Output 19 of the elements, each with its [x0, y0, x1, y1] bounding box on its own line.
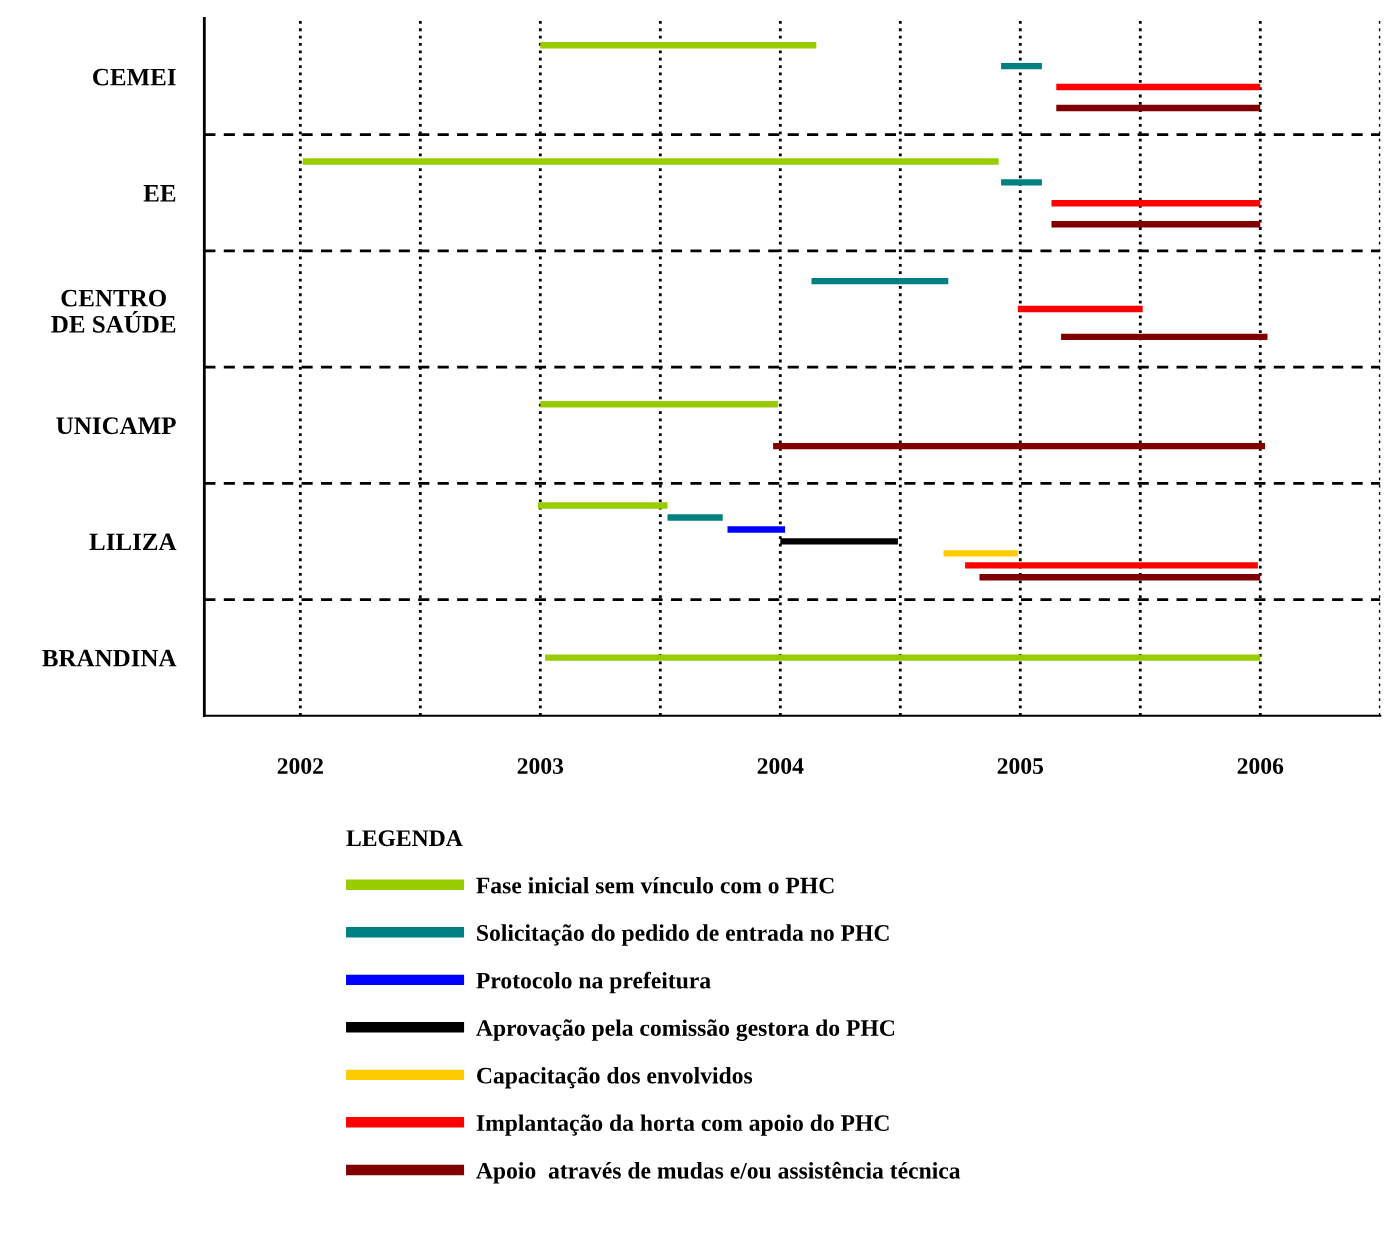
y-tick-label: CENTRO DE SAÚDE	[51, 289, 176, 333]
y-tick-label: CEMEI	[93, 68, 176, 86]
y-tick-label: BRANDINA	[42, 649, 177, 667]
legend-label: Protocolo na prefeitura	[476, 971, 711, 994]
y-tick-label: UNICAMP	[56, 417, 176, 435]
legend-label: Aprovação pela comissão gestora do PHC	[476, 1019, 895, 1041]
x-tick-label: 2004	[757, 758, 804, 774]
legend-label: Fase inicial sem vínculo com o PHC	[476, 876, 834, 894]
y-tick-label: LILIZA	[89, 533, 177, 551]
legend-label: Apoio através de mudas e/ou assistência técnica	[476, 1161, 961, 1184]
legend-label: Implantação da horta com apoio do PHC	[476, 1114, 889, 1136]
x-tick-label: 2003	[517, 758, 564, 774]
legend-title: LEGENDA	[346, 830, 463, 847]
x-tick-label: 2005	[997, 758, 1044, 774]
x-tick-label: 2006	[1237, 758, 1284, 774]
y-tick-label: EE	[143, 185, 176, 202]
legend-label: Solicitação do pedido de entrada no PHC	[477, 924, 889, 946]
legend-label: Capacitação dos envolvidos	[477, 1066, 753, 1089]
x-tick-label: 2002	[277, 758, 323, 774]
